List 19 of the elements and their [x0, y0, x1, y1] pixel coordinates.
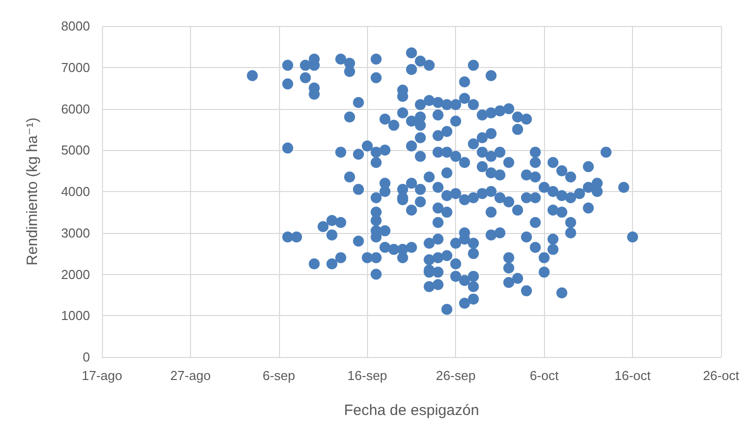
y-tick-label: 1000: [61, 308, 90, 324]
x-tick-label: 6-oct: [530, 368, 559, 383]
x-tick-label: 6-sep: [262, 368, 296, 383]
y-axis-title: Rendimiento (kg ha⁻¹): [24, 118, 41, 266]
y-tick-label: 4000: [61, 184, 90, 199]
y-tick-label: 7000: [61, 60, 90, 75]
y-tick-label: 5000: [61, 142, 90, 158]
x-tick-label: 27-ago: [170, 368, 211, 383]
y-tick-label: 8000: [61, 18, 90, 34]
x-tick-label: 26-oct: [702, 368, 740, 383]
y-tick-label: 6000: [61, 101, 90, 116]
y-tick-label: 0: [82, 350, 90, 364]
x-axis-title: Fecha de espigazón: [344, 402, 480, 419]
x-tick-label: 26-sep: [436, 368, 476, 383]
y-tick-label: 2000: [61, 266, 90, 282]
x-tick-label: 16-oct: [614, 368, 652, 383]
x-tick-label: 16-sep: [347, 368, 388, 383]
x-tick-label: 17-ago: [82, 368, 122, 383]
y-tick-label: 3000: [61, 225, 90, 240]
